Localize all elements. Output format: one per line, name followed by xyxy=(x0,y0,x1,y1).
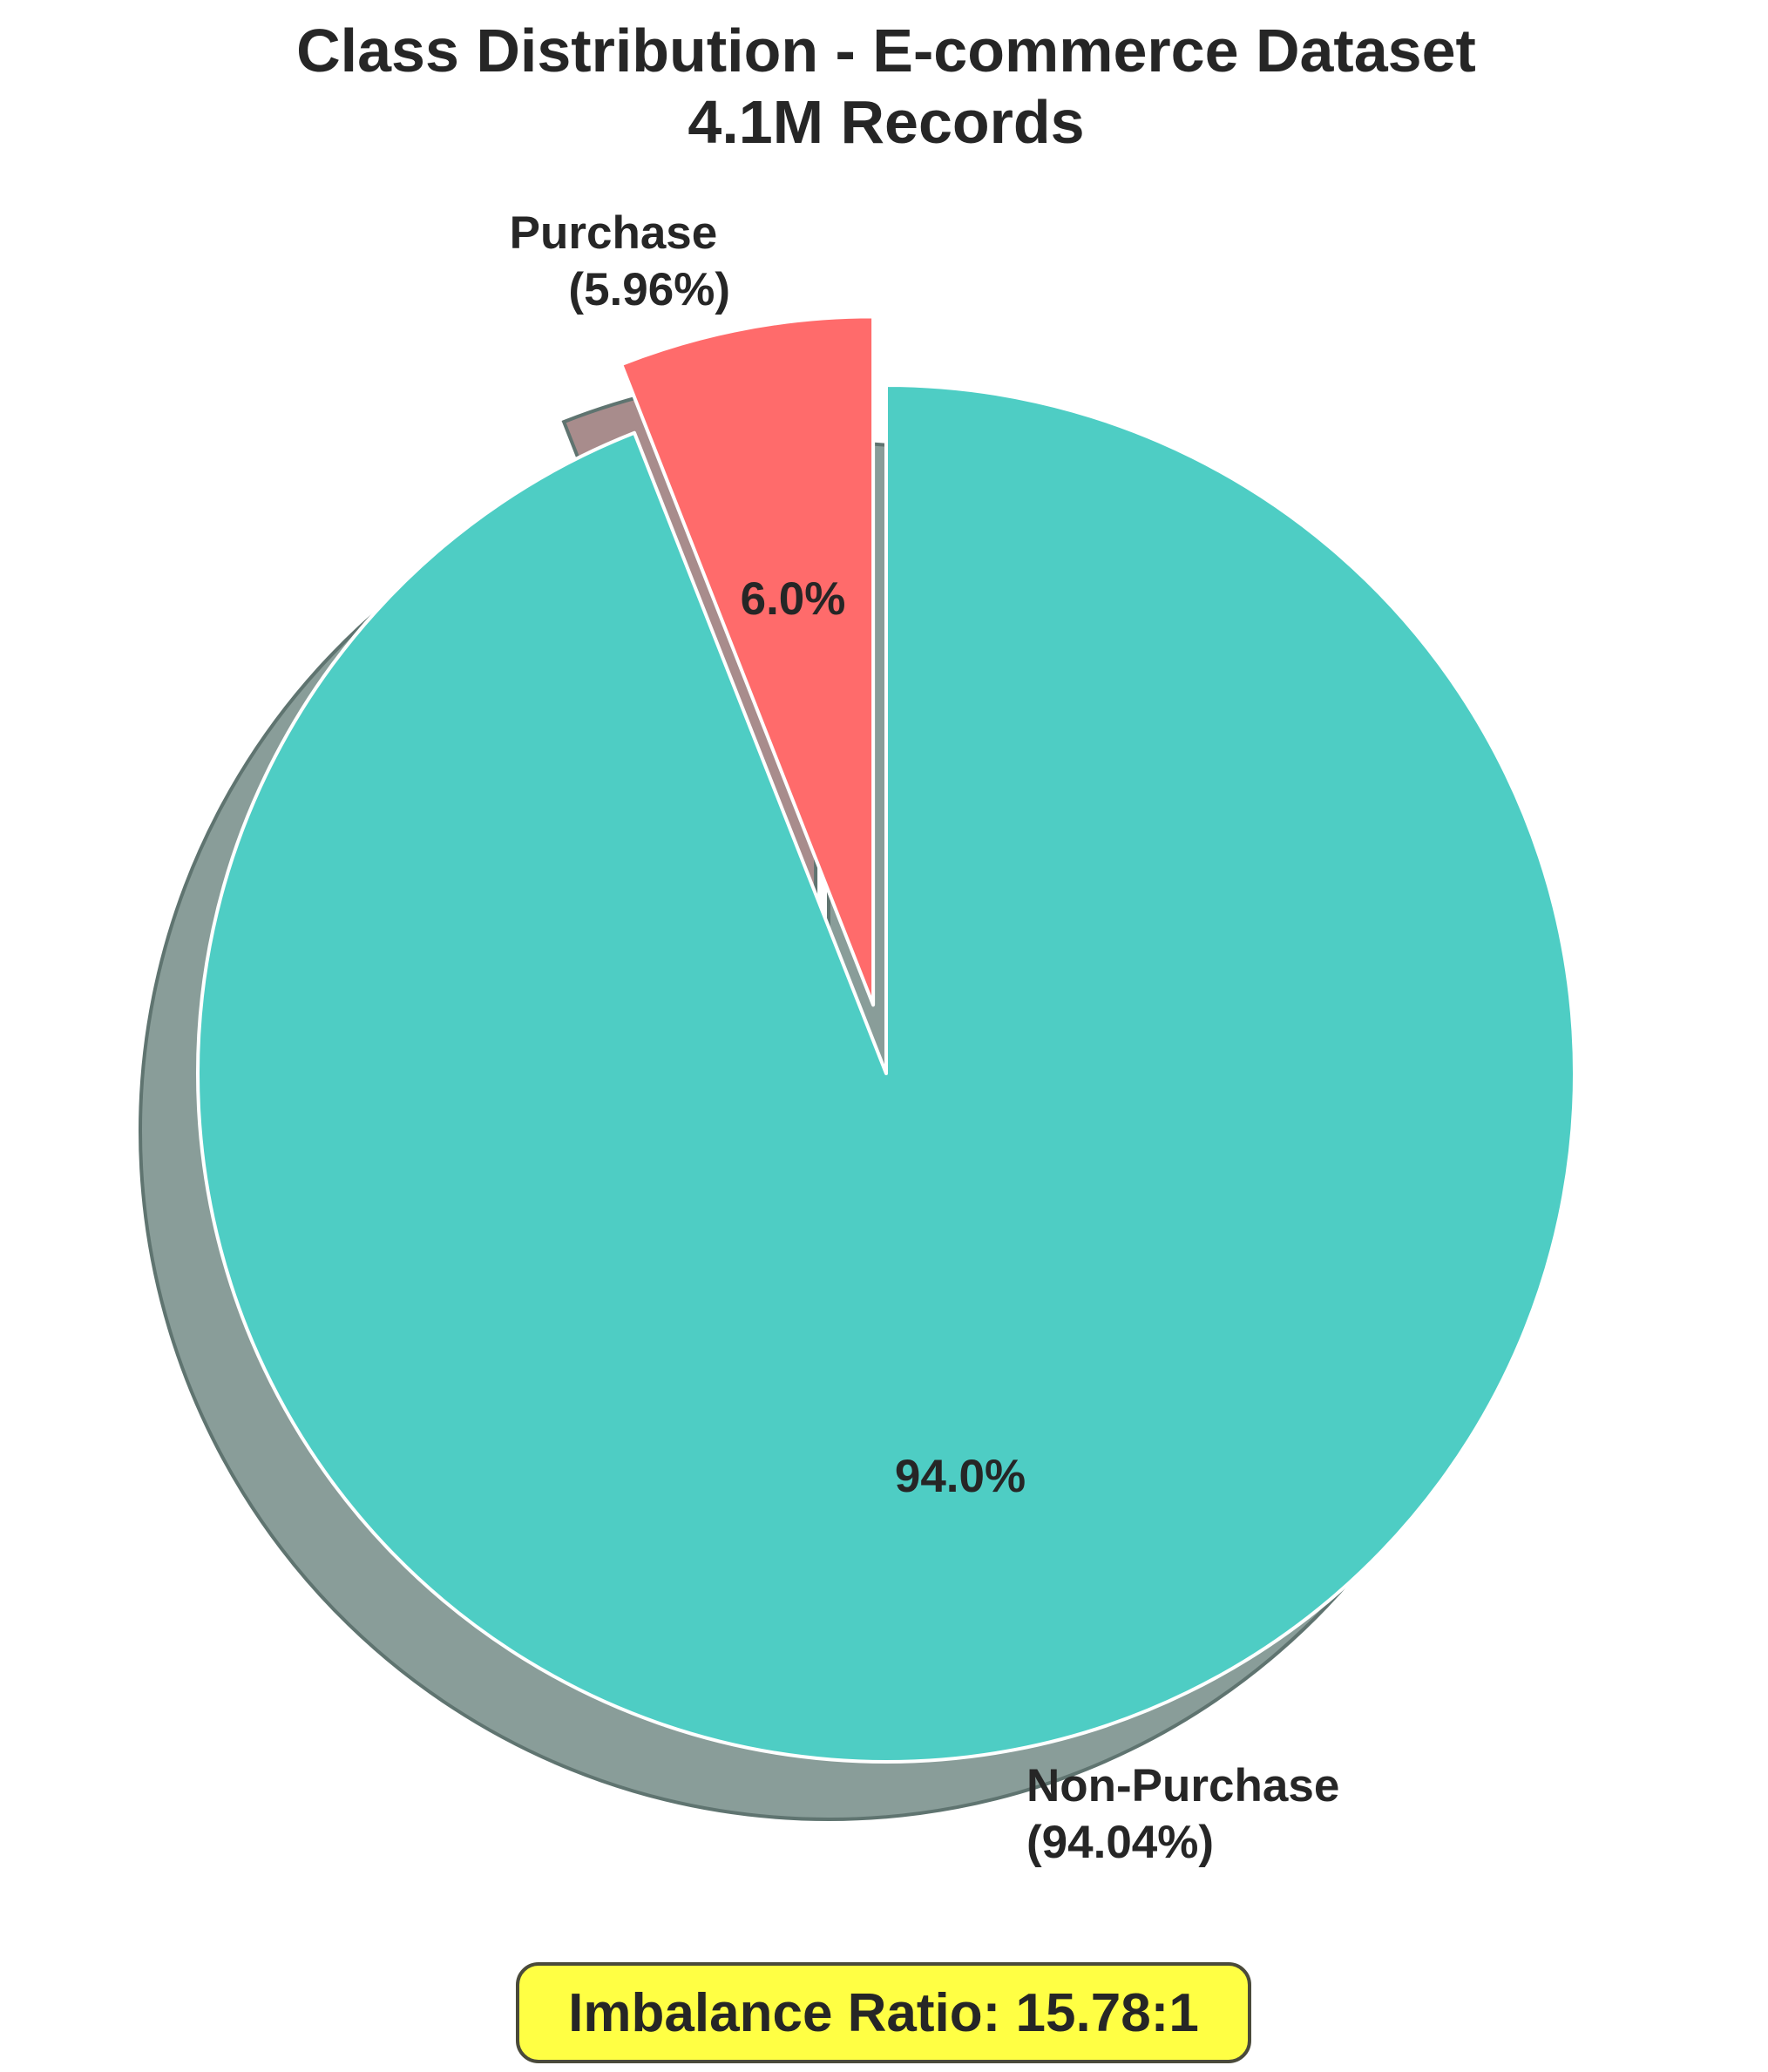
slice-label-non-purchase: Non-Purchase (94.04%) xyxy=(1026,1760,1352,1868)
slice-label-purchase-pct: (5.96%) xyxy=(568,264,730,315)
slice-label-purchase-name: Purchase xyxy=(510,207,718,259)
pie-slice-purchase xyxy=(620,315,876,1007)
slice-pct-label-purchase: 6.0% xyxy=(741,573,846,625)
slice-label-non-purchase-name: Non-Purchase xyxy=(1026,1760,1339,1811)
chart-title: Class Distribution - E-commerce Dataset xyxy=(296,17,1476,85)
pie-slice-layer xyxy=(196,315,1576,1764)
slice-pct-label-non-purchase: 94.0% xyxy=(895,1451,1026,1502)
slice-label-purchase: Purchase (5.96%) xyxy=(510,207,730,315)
chart-subtitle: 4.1M Records xyxy=(688,88,1084,156)
pie-slice-non-purchase xyxy=(196,383,1576,1764)
imbalance-ratio-badge: Imbalance Ratio: 15.78:1 xyxy=(516,1962,1251,2063)
slice-label-non-purchase-pct: (94.04%) xyxy=(1026,1817,1214,1868)
